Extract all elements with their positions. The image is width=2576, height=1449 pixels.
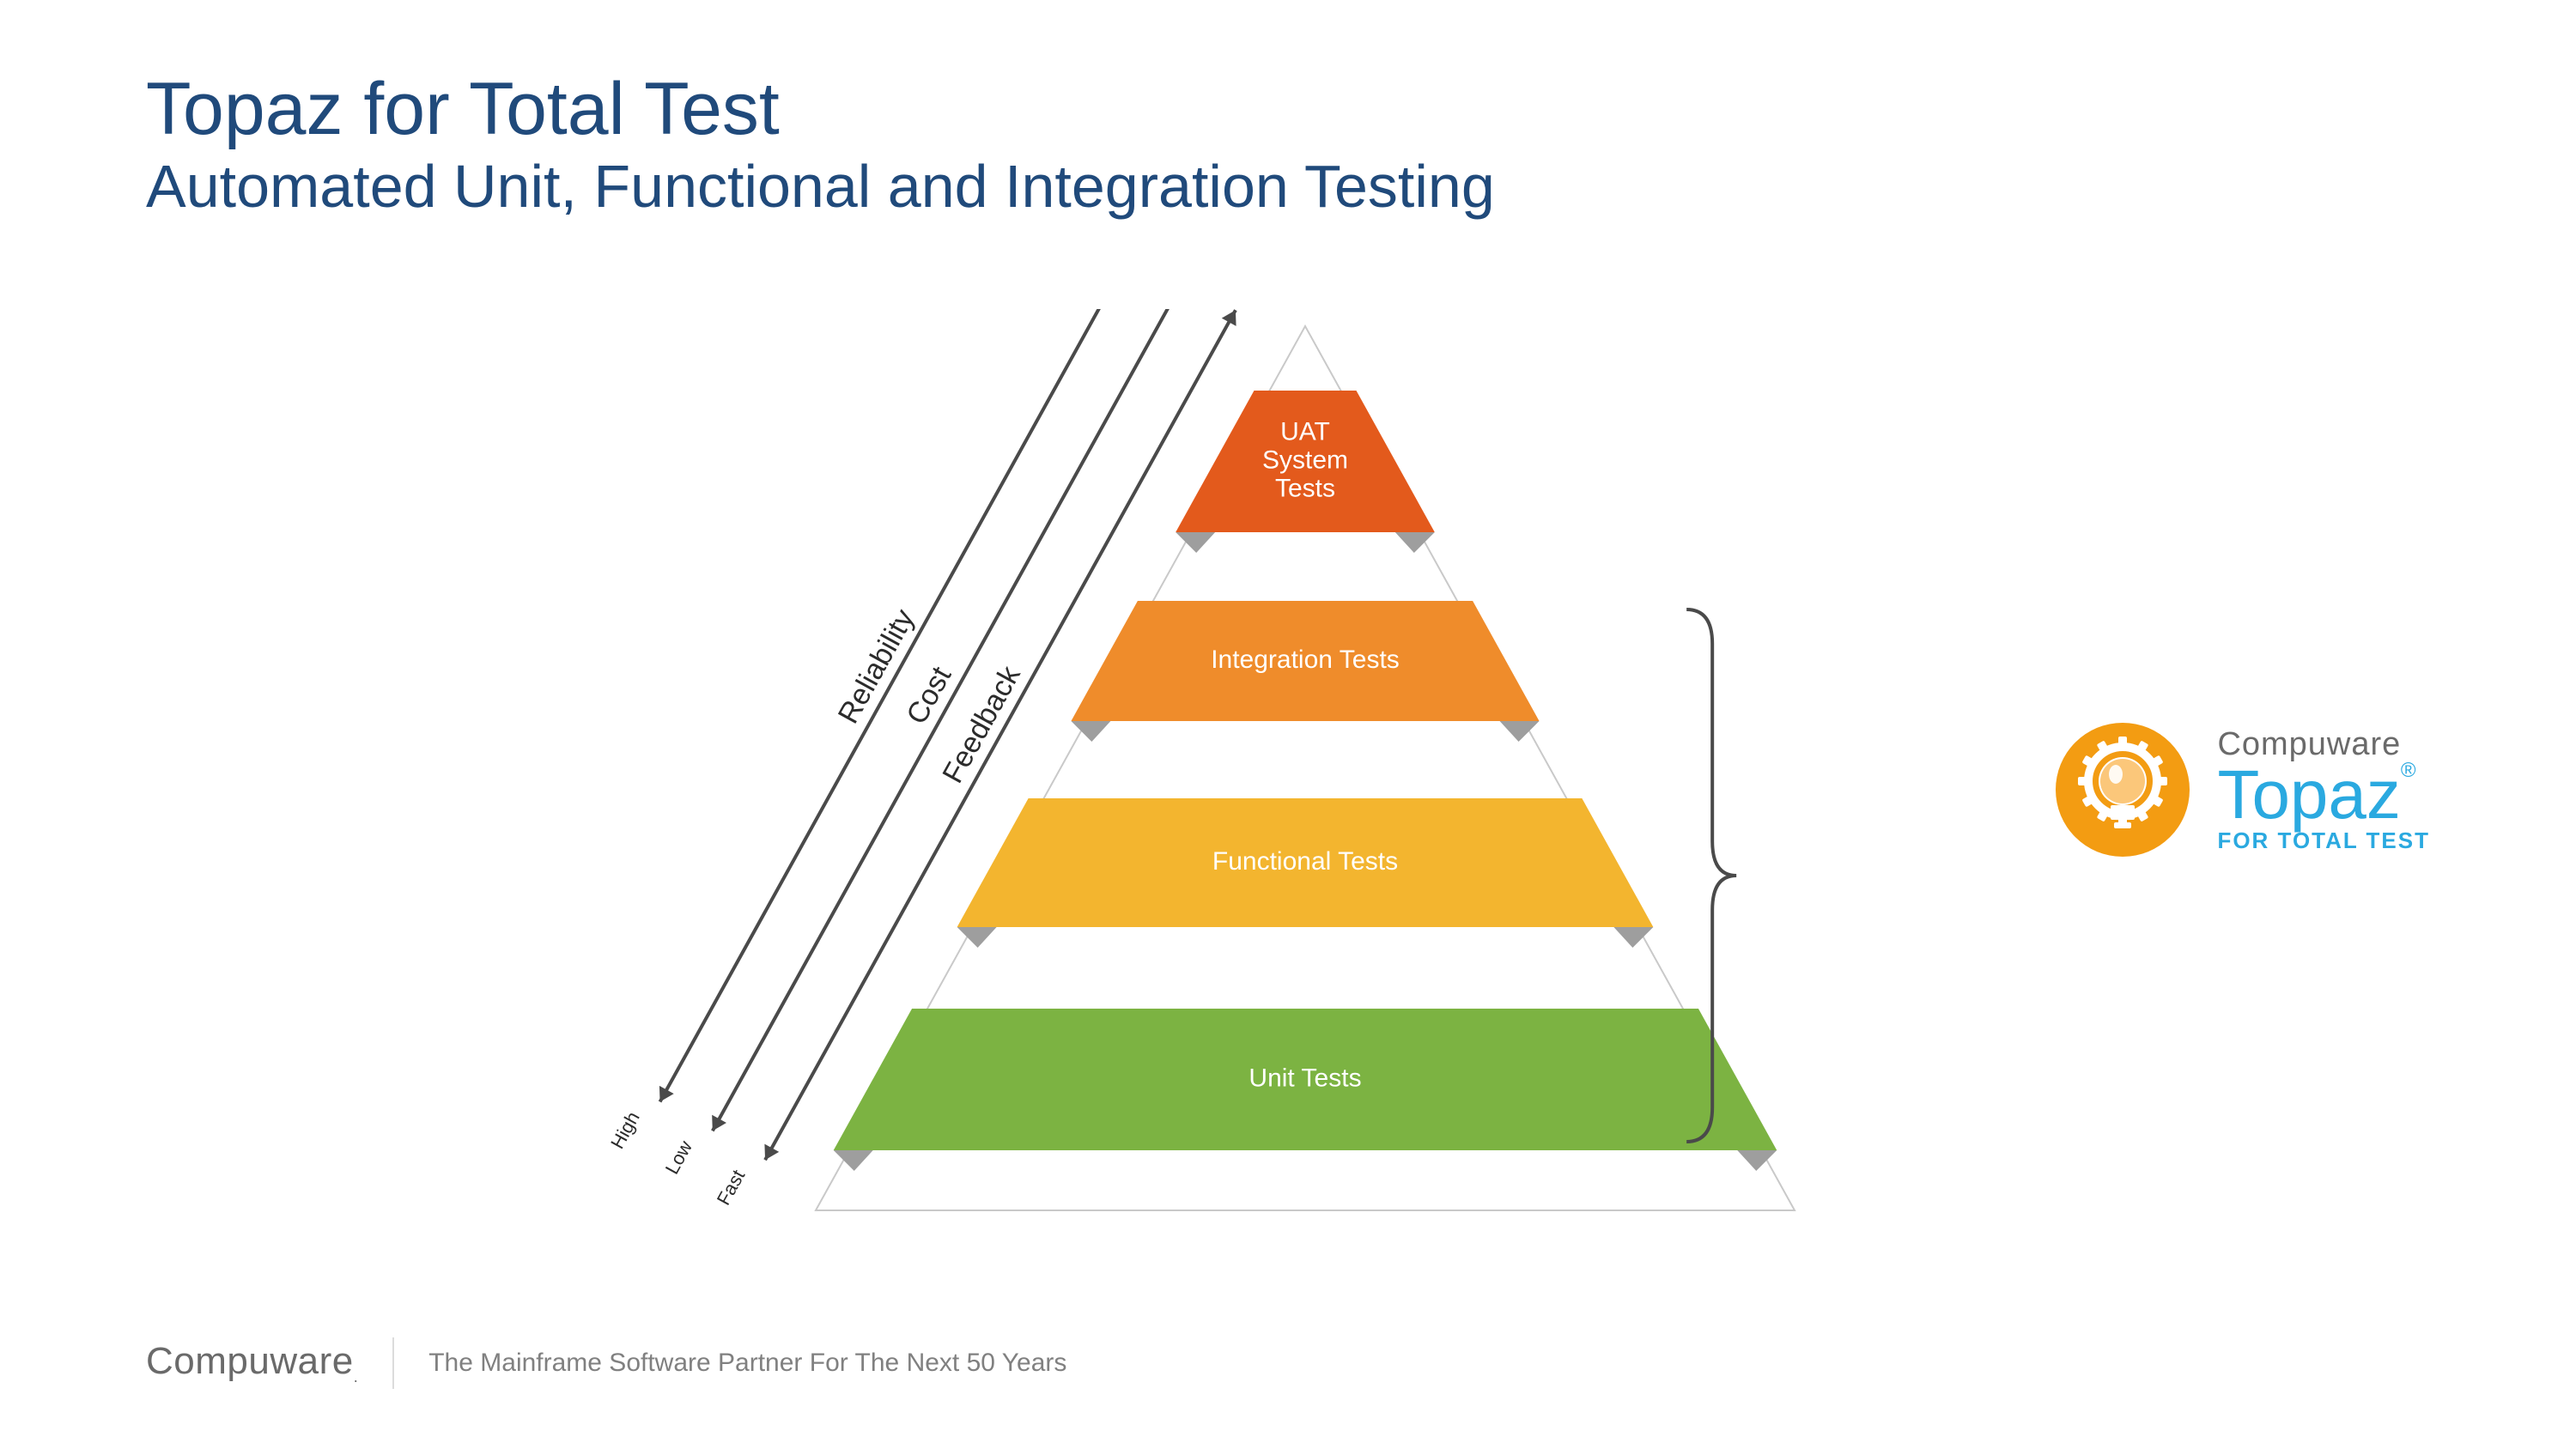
svg-text:UAT: UAT <box>1280 417 1330 446</box>
product-logo-text: Compuware Topaz® FOR TOTAL TEST <box>2217 728 2430 852</box>
testing-pyramid-diagram: UATSystemTests Integration Tests Functiona… <box>447 309 1820 1253</box>
svg-text:High: High <box>606 1108 644 1153</box>
product-logo-block: Compuware Topaz® FOR TOTAL TEST <box>2054 721 2430 858</box>
footer: Compuware. The Mainframe Software Partne… <box>146 1337 1066 1389</box>
logo-product-name: Topaz® <box>2217 761 2430 829</box>
svg-text:Fast: Fast <box>713 1167 750 1210</box>
svg-text:Functional Tests: Functional Tests <box>1212 847 1398 876</box>
svg-text:System: System <box>1262 446 1348 474</box>
logo-product-tag: FOR TOTAL TEST <box>2217 829 2430 852</box>
title-sub: Automated Unit, Functional and Integrati… <box>146 150 1495 222</box>
svg-text:Tests: Tests <box>1275 474 1335 502</box>
title-block: Topaz for Total Test Automated Unit, Fun… <box>146 69 1495 222</box>
svg-text:Cost: Cost <box>900 661 957 730</box>
footer-tagline: The Mainframe Software Partner For The N… <box>428 1349 1066 1378</box>
title-main: Topaz for Total Test <box>146 69 1495 150</box>
svg-text:Unit Tests: Unit Tests <box>1249 1064 1361 1092</box>
svg-text:Integration Tests: Integration Tests <box>1211 646 1400 674</box>
topaz-bulb-icon <box>2054 721 2191 858</box>
footer-brand: Compuware. <box>146 1340 358 1386</box>
footer-separator <box>392 1337 394 1389</box>
svg-text:Low: Low <box>661 1137 696 1179</box>
